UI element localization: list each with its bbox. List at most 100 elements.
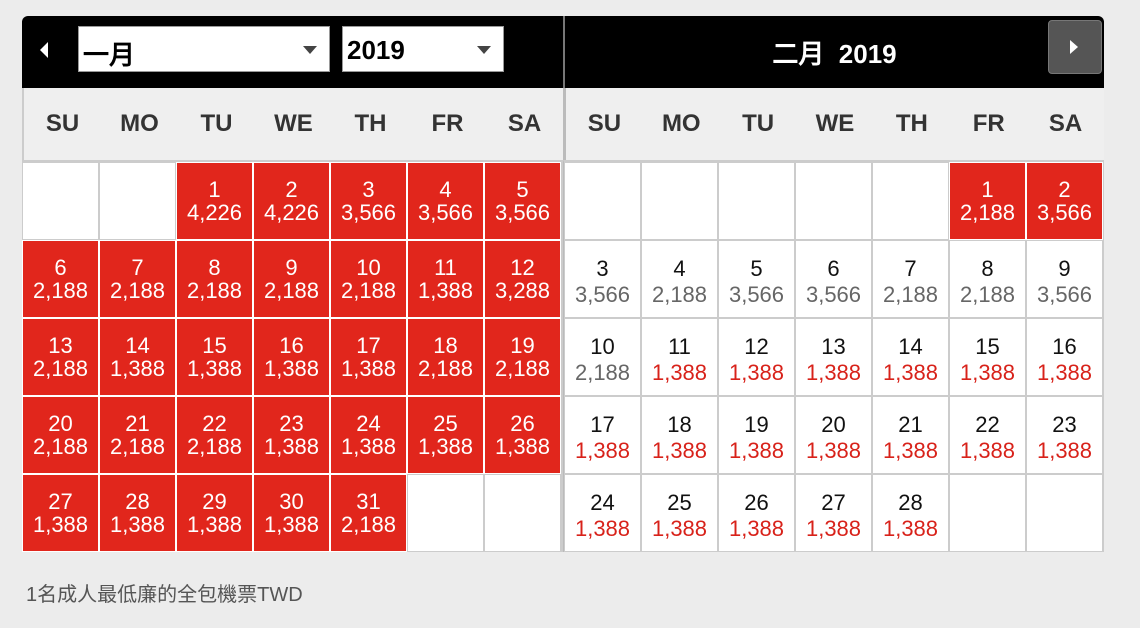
day-cell[interactable]: 19 1,388 [718, 396, 795, 474]
day-number: 30 [279, 489, 304, 514]
day-cell[interactable]: 24 1,388 [330, 396, 407, 474]
chevron-left-icon[interactable] [40, 42, 48, 58]
day-cell[interactable]: 13 1,388 [795, 318, 872, 396]
day-cell[interactable]: 12 3,288 [484, 240, 561, 318]
day-fare: 2,188 [109, 434, 166, 459]
day-cell[interactable]: 16 1,388 [1026, 318, 1103, 396]
day-cell[interactable]: 2 4,226 [253, 162, 330, 240]
day-cell[interactable]: 20 2,188 [22, 396, 99, 474]
day-fare: 3,566 [417, 200, 474, 225]
weekday-label: WE [815, 110, 855, 137]
day-number: 16 [1052, 334, 1077, 359]
day-cell[interactable]: 3 3,566 [330, 162, 407, 240]
day-cell[interactable]: 9 2,188 [253, 240, 330, 318]
day-cell[interactable]: 25 1,388 [407, 396, 484, 474]
weekday-label: WE [274, 110, 313, 137]
empty-day-cell [872, 162, 949, 240]
day-cell[interactable]: 3 3,566 [564, 240, 641, 318]
day-fare: 3,566 [340, 200, 397, 225]
day-cell[interactable]: 5 3,566 [484, 162, 561, 240]
day-cell[interactable]: 16 1,388 [253, 318, 330, 396]
day-cell[interactable]: 21 1,388 [872, 396, 949, 474]
weekday-label: MO [120, 110, 159, 137]
day-cell[interactable]: 19 2,188 [484, 318, 561, 396]
day-fare: 3,566 [574, 282, 631, 307]
day-fare: 2,188 [32, 278, 89, 303]
day-cell[interactable]: 17 1,388 [564, 396, 641, 474]
day-grid-february: 1 2,188 2 3,566 3 3,566 4 2,188 5 3,566 6 3,566 7 2,1… [563, 160, 1104, 552]
day-fare: 1,388 [728, 360, 785, 385]
day-fare: 1,388 [728, 438, 785, 463]
day-cell[interactable]: 6 3,566 [795, 240, 872, 318]
day-cell[interactable]: 5 3,566 [718, 240, 795, 318]
day-fare: 1,388 [728, 516, 785, 541]
day-cell[interactable]: 4 3,566 [407, 162, 484, 240]
day-cell[interactable]: 14 1,388 [872, 318, 949, 396]
day-cell[interactable]: 12 1,388 [718, 318, 795, 396]
day-cell[interactable]: 1 2,188 [949, 162, 1026, 240]
day-cell[interactable]: 11 1,388 [407, 240, 484, 318]
day-cell[interactable]: 26 1,388 [718, 474, 795, 552]
day-number: 2 [1058, 177, 1071, 202]
year-select[interactable]: 2019 [342, 26, 504, 72]
day-cell[interactable]: 2 3,566 [1026, 162, 1103, 240]
weekday-label: SU [45, 110, 80, 137]
day-cell[interactable]: 10 2,188 [564, 318, 641, 396]
day-cell[interactable]: 14 1,388 [99, 318, 176, 396]
weekday-label: TU [742, 110, 775, 137]
day-cell[interactable]: 18 1,388 [641, 396, 718, 474]
month-select[interactable]: 一月 [78, 26, 330, 72]
day-cell[interactable]: 30 1,388 [253, 474, 330, 552]
day-cell[interactable]: 7 2,188 [99, 240, 176, 318]
day-fare: 3,566 [494, 200, 551, 225]
day-cell[interactable]: 21 2,188 [99, 396, 176, 474]
chevron-right-icon [1070, 40, 1078, 54]
day-cell[interactable]: 29 1,388 [176, 474, 253, 552]
day-number: 24 [356, 411, 381, 436]
weekday-label: MO [661, 110, 701, 137]
day-cell[interactable]: 18 2,188 [407, 318, 484, 396]
day-cell[interactable]: 1 4,226 [176, 162, 253, 240]
day-cell[interactable]: 8 2,188 [949, 240, 1026, 318]
day-cell[interactable]: 23 1,388 [253, 396, 330, 474]
day-number: 7 [131, 255, 144, 280]
day-cell[interactable]: 7 2,188 [872, 240, 949, 318]
day-fare: 2,188 [340, 512, 397, 537]
next-month-button[interactable] [1048, 20, 1102, 74]
day-cell[interactable]: 31 2,188 [330, 474, 407, 552]
day-fare: 1,388 [263, 434, 320, 459]
day-cell[interactable]: 28 1,388 [99, 474, 176, 552]
day-cell[interactable]: 13 2,188 [22, 318, 99, 396]
day-cell[interactable]: 26 1,388 [484, 396, 561, 474]
day-cell[interactable]: 20 1,388 [795, 396, 872, 474]
day-number: 20 [821, 412, 846, 437]
day-fare: 1,388 [1036, 438, 1093, 463]
day-cell[interactable]: 17 1,388 [330, 318, 407, 396]
empty-day-cell [949, 474, 1026, 552]
day-cell[interactable]: 28 1,388 [872, 474, 949, 552]
day-cell[interactable]: 4 2,188 [641, 240, 718, 318]
day-cell[interactable]: 22 2,188 [176, 396, 253, 474]
day-cell[interactable]: 22 1,388 [949, 396, 1026, 474]
day-cell[interactable]: 9 3,566 [1026, 240, 1103, 318]
day-cell[interactable]: 23 1,388 [1026, 396, 1103, 474]
day-cell[interactable]: 15 1,388 [176, 318, 253, 396]
day-cell[interactable]: 24 1,388 [564, 474, 641, 552]
day-cell[interactable]: 8 2,188 [176, 240, 253, 318]
day-number: 4 [673, 256, 686, 281]
day-cell[interactable]: 11 1,388 [641, 318, 718, 396]
month-select-value: 一月 [83, 40, 136, 70]
day-fare: 1,388 [651, 438, 708, 463]
day-number: 25 [433, 411, 458, 436]
day-cell[interactable]: 25 1,388 [641, 474, 718, 552]
day-fare: 1,388 [651, 360, 708, 385]
day-fare: 4,226 [186, 200, 243, 225]
month-title-february: 二月 2019 [772, 39, 897, 69]
day-cell[interactable]: 15 1,388 [949, 318, 1026, 396]
day-cell[interactable]: 6 2,188 [22, 240, 99, 318]
day-cell[interactable]: 27 1,388 [795, 474, 872, 552]
day-number: 14 [125, 333, 150, 358]
day-cell[interactable]: 27 1,388 [22, 474, 99, 552]
empty-day-cell [99, 162, 176, 240]
day-cell[interactable]: 10 2,188 [330, 240, 407, 318]
